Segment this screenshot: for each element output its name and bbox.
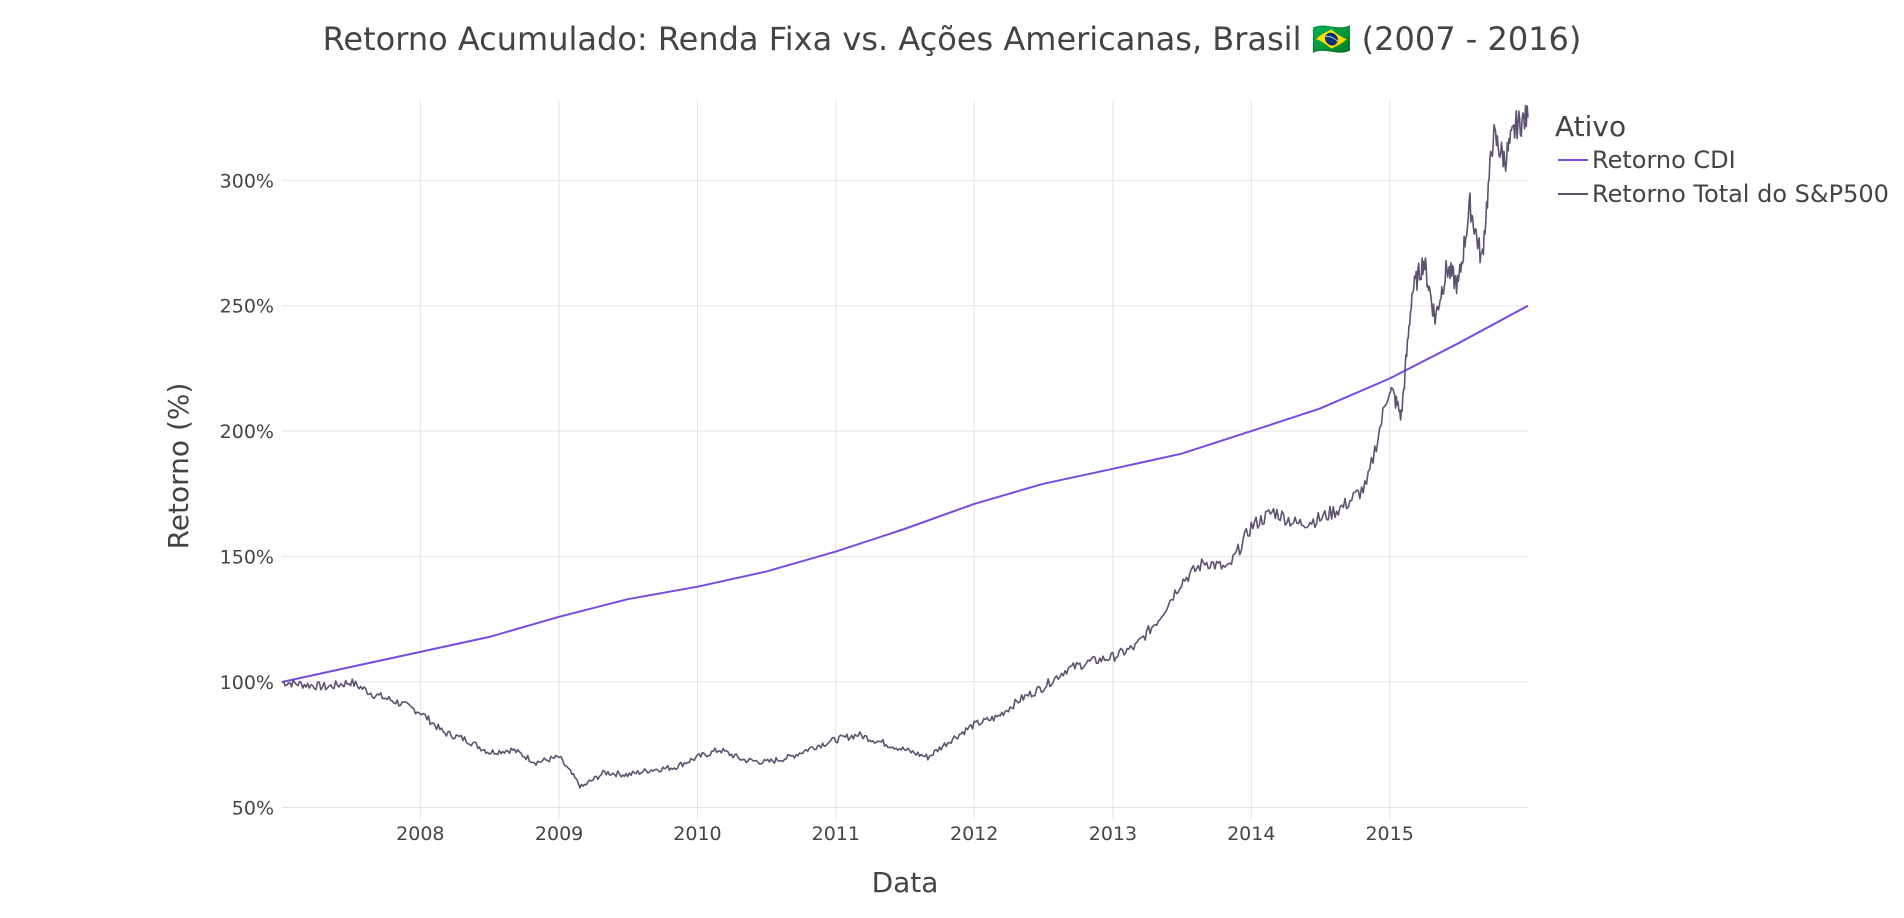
- legend-item-sp500[interactable]: Retorno Total do S&P500: [1558, 180, 1889, 208]
- x-tick-label: 2011: [812, 823, 860, 845]
- series-line-cdi: [281, 304, 1529, 683]
- x-axis-ticks: 2008 2009 2010 2011 2012 2013 2014 2015: [396, 823, 1414, 845]
- series-line-sp500: [281, 104, 1529, 789]
- y-tick-label: 200%: [220, 421, 274, 443]
- y-tick-label: 300%: [220, 170, 274, 192]
- y-tick-label: 250%: [220, 296, 274, 318]
- legend-label-cdi: Retorno CDI: [1592, 146, 1736, 174]
- x-tick-label: 2009: [535, 823, 583, 845]
- y-axis-ticks: 50% 100% 150% 200% 250% 300%: [220, 170, 274, 819]
- y-tick-label: 150%: [220, 547, 274, 569]
- x-tick-label: 2010: [673, 823, 721, 845]
- x-tick-label: 2012: [950, 823, 998, 845]
- grid-lines: [282, 100, 1528, 820]
- y-tick-label: 100%: [220, 672, 274, 694]
- y-tick-label: 50%: [232, 797, 274, 819]
- legend[interactable]: Ativo Retorno CDI Retorno Total do S&P50…: [1555, 110, 1889, 208]
- chart-title: Retorno Acumulado: Renda Fixa vs. Ações …: [323, 20, 1582, 58]
- x-tick-label: 2015: [1365, 823, 1413, 845]
- y-axis-title: Retorno (%): [162, 383, 195, 550]
- legend-label-sp500: Retorno Total do S&P500: [1592, 180, 1889, 208]
- x-axis-title: Data: [872, 866, 939, 899]
- x-tick-label: 2014: [1227, 823, 1275, 845]
- legend-item-cdi[interactable]: Retorno CDI: [1558, 146, 1736, 174]
- x-tick-label: 2008: [396, 823, 444, 845]
- legend-title: Ativo: [1555, 110, 1626, 143]
- x-tick-label: 2013: [1089, 823, 1137, 845]
- series-lines: [281, 104, 1529, 789]
